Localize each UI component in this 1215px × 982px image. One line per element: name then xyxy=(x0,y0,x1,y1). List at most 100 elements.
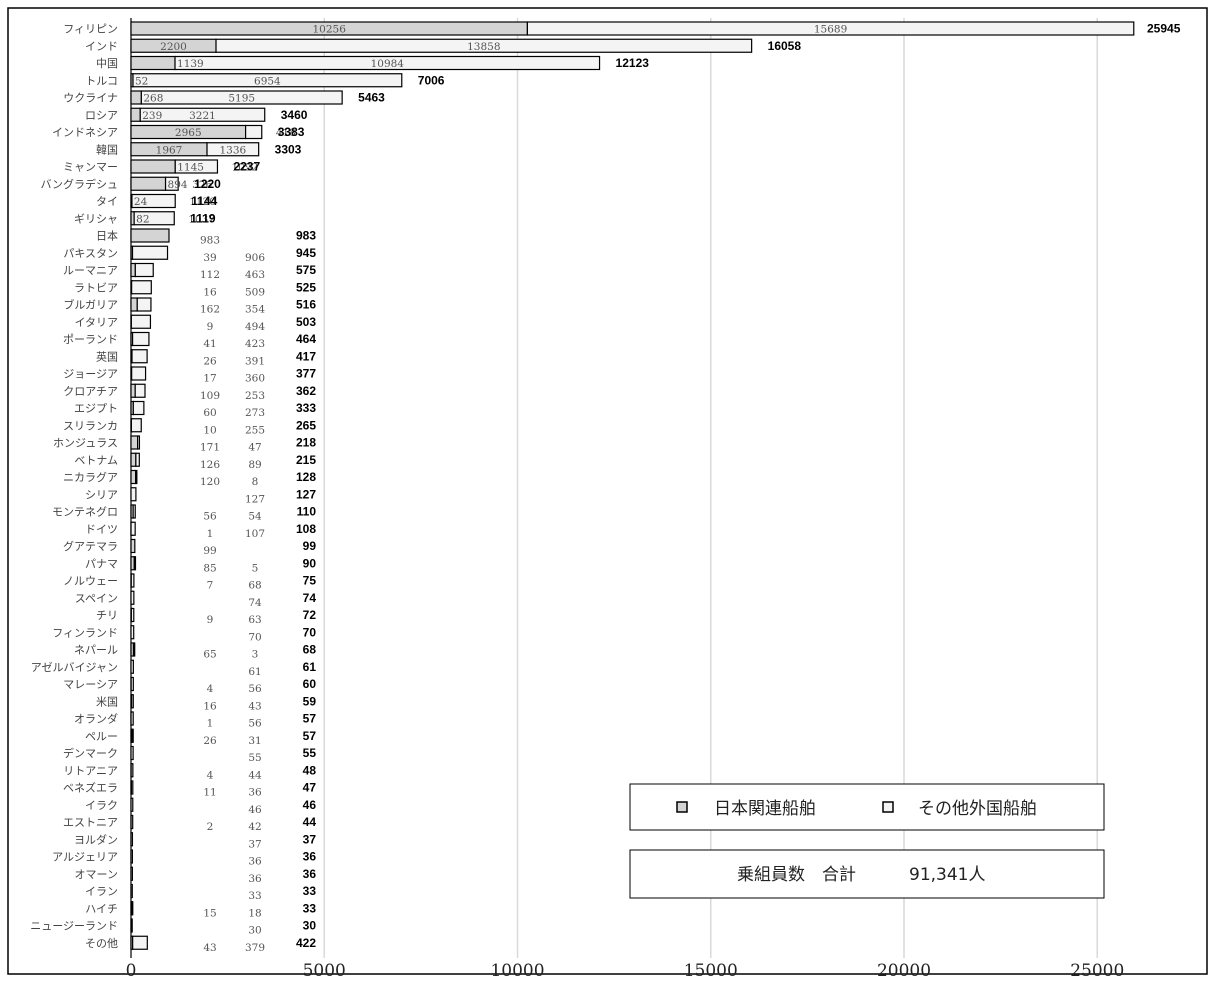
total-label: 99 xyxy=(303,539,317,553)
value-label-japan: 112 xyxy=(200,269,220,281)
category-label: ブルガリア xyxy=(63,298,118,312)
value-label-japan: 26 xyxy=(203,355,217,367)
category-label: ポーランド xyxy=(63,333,118,346)
value-label-other: 3221 xyxy=(189,110,216,122)
total-label: 127 xyxy=(296,487,316,501)
value-label-japan: 239 xyxy=(142,110,162,122)
value-label-japan: 2 xyxy=(207,821,214,833)
value-label-other: 1037 xyxy=(188,213,215,225)
bar-other xyxy=(131,280,152,295)
value-label-other: 423 xyxy=(245,338,265,350)
value-label-japan: 9 xyxy=(207,614,214,626)
value-label-other: 10984 xyxy=(371,58,405,70)
bar-area xyxy=(130,21,1135,950)
total-label: 3303 xyxy=(275,142,302,156)
bar-japan xyxy=(130,452,137,467)
total-label: 55 xyxy=(303,746,317,760)
value-label-other: 5195 xyxy=(228,93,255,105)
bar-other xyxy=(132,935,148,950)
bar-other xyxy=(132,642,136,657)
x-axis: 0 5000 10000 15000 20000 25000 xyxy=(126,961,1125,981)
total-label: 70 xyxy=(303,625,317,639)
x-tick-label: 25000 xyxy=(1070,961,1124,981)
value-label-japan: 52 xyxy=(135,75,148,87)
value-label-japan: 56 xyxy=(203,511,217,523)
category-label: ハイチ xyxy=(85,902,118,915)
total-label: 983 xyxy=(296,229,316,243)
category-label: フィリピン xyxy=(63,23,118,36)
category-label: 日本 xyxy=(96,229,118,243)
x-tick-label: 5000 xyxy=(303,961,346,981)
value-label-japan: 17 xyxy=(203,373,216,385)
bar-other xyxy=(139,107,266,122)
value-label-japan: 1967 xyxy=(156,144,183,156)
category-label: シリア xyxy=(85,488,118,501)
category-label: イラン xyxy=(85,885,118,898)
category-label: インド xyxy=(85,40,118,53)
legend: 日本関連船舶 その他外国船舶 xyxy=(629,783,1105,831)
value-label-japan: 4 xyxy=(207,769,214,781)
category-label: パナマ xyxy=(85,557,118,570)
category-label: ロシア xyxy=(85,109,118,122)
value-label-japan: 39 xyxy=(203,252,216,264)
legend-label-japan: 日本関連船舶 xyxy=(714,799,816,819)
category-label: ニカラグア xyxy=(63,470,118,484)
value-label-japan: 43 xyxy=(203,942,216,954)
category-label: インドネシア xyxy=(52,126,118,139)
category-label: ネパール xyxy=(74,644,118,657)
bar-other xyxy=(131,245,169,260)
value-label-other: 509 xyxy=(245,286,265,298)
category-label: アゼルバイジャン xyxy=(31,661,118,674)
legend-box xyxy=(629,783,1105,831)
value-label-japan: 126 xyxy=(200,459,220,471)
value-label-other: 63 xyxy=(248,614,261,626)
value-label-other: 56 xyxy=(248,683,262,695)
value-label-other: 107 xyxy=(245,528,265,540)
category-label: イラク xyxy=(85,799,118,812)
value-label-other: 13858 xyxy=(467,41,500,53)
total-label: 59 xyxy=(303,694,317,708)
value-label-other: 68 xyxy=(248,580,261,592)
bar-japan xyxy=(130,383,136,398)
category-label: モンテネグロ xyxy=(52,505,118,519)
value-label-other: 70 xyxy=(248,631,261,643)
total-label: 110 xyxy=(297,505,317,519)
bar-other xyxy=(215,38,753,53)
bar-other xyxy=(130,590,135,605)
bar-other xyxy=(130,659,134,674)
total-label: 3460 xyxy=(281,108,308,122)
value-label-other: 54 xyxy=(248,511,262,523)
category-label: エストニア xyxy=(63,816,118,829)
value-label-other: 360 xyxy=(245,373,265,385)
value-label-japan: 171 xyxy=(200,442,220,454)
bar-other xyxy=(140,90,343,105)
value-label-other: 463 xyxy=(245,269,265,281)
bar-other xyxy=(174,159,219,174)
bar-other xyxy=(135,469,138,485)
total-label: 33 xyxy=(303,901,317,915)
bar-other xyxy=(130,711,134,726)
bar-other xyxy=(130,797,134,812)
total-label: 57 xyxy=(303,712,317,726)
bar-other xyxy=(132,504,136,519)
value-label-other: 326 xyxy=(192,179,212,191)
bar-other xyxy=(131,728,134,743)
category-label: オマーン xyxy=(75,868,118,881)
bar-other xyxy=(130,676,134,692)
bar-other xyxy=(135,452,140,467)
bar-japan xyxy=(130,538,136,554)
value-label-japan: 894 xyxy=(168,179,188,191)
category-label: フィンランド xyxy=(52,626,118,639)
bar-japan xyxy=(130,228,170,243)
value-label-japan: 11 xyxy=(203,787,216,799)
x-tick-label: 10000 xyxy=(490,961,544,981)
value-label-other: 31 xyxy=(248,735,261,747)
total-label: 68 xyxy=(303,643,317,657)
value-label-japan: 2200 xyxy=(160,41,187,53)
bar-other xyxy=(206,142,260,157)
value-label-japan: 268 xyxy=(143,93,163,105)
total-label: 422 xyxy=(296,936,316,950)
bar-other xyxy=(133,556,137,571)
value-label-other: 61 xyxy=(248,666,261,678)
